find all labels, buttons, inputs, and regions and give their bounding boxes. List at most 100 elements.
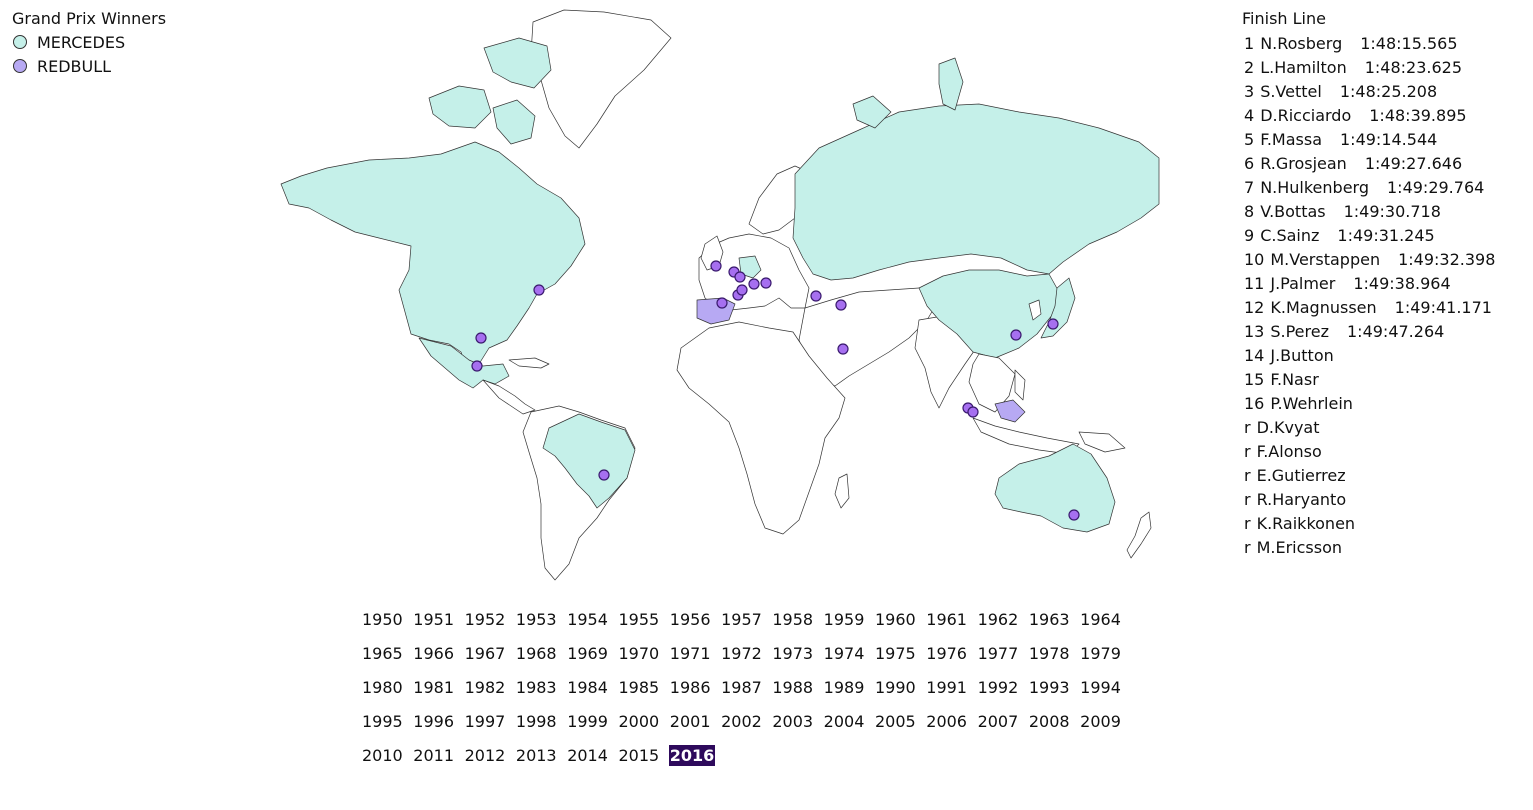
year-option-1997[interactable]: 1997 (464, 708, 515, 742)
country-china[interactable] (918, 269, 1060, 359)
race-marker-china[interactable] (1010, 329, 1022, 341)
country-malaysia-borneo[interactable] (994, 399, 1026, 423)
year-option-1957[interactable]: 1957 (720, 606, 771, 640)
year-option-1998[interactable]: 1998 (515, 708, 566, 742)
year-option-1955[interactable]: 1955 (617, 606, 668, 640)
year-option-2002[interactable]: 2002 (720, 708, 771, 742)
year-option-1994[interactable]: 1994 (1079, 674, 1130, 708)
year-option-1963[interactable]: 1963 (1028, 606, 1079, 640)
year-option-1970[interactable]: 1970 (617, 640, 668, 674)
year-option-1960[interactable]: 1960 (874, 606, 925, 640)
year-option-1951[interactable]: 1951 (412, 606, 463, 640)
year-option-1971[interactable]: 1971 (669, 640, 720, 674)
year-option-1995[interactable]: 1995 (361, 708, 412, 742)
year-option-1962[interactable]: 1962 (977, 606, 1028, 640)
year-option-1979[interactable]: 1979 (1079, 640, 1130, 674)
legend-item-redbull[interactable]: REDBULL (12, 54, 166, 78)
race-marker-spain[interactable] (716, 297, 728, 309)
year-option-1986[interactable]: 1986 (669, 674, 720, 708)
race-marker-brazil[interactable] (598, 469, 610, 481)
legend-item-mercedes[interactable]: MERCEDES (12, 30, 166, 54)
country-philippines[interactable] (1014, 369, 1026, 401)
year-option-1980[interactable]: 1980 (361, 674, 412, 708)
race-marker-uk[interactable] (710, 260, 722, 272)
country-mexico[interactable] (418, 337, 510, 389)
race-marker-bahrain[interactable] (837, 343, 849, 355)
year-option-1953[interactable]: 1953 (515, 606, 566, 640)
country-russia[interactable] (792, 103, 1160, 281)
year-option-2000[interactable]: 2000 (617, 708, 668, 742)
country-canada-islands-3[interactable] (492, 99, 536, 145)
year-option-2015[interactable]: 2015 (617, 742, 668, 776)
race-marker-austria[interactable] (748, 278, 760, 290)
country-spain[interactable] (696, 297, 736, 325)
year-option-1950[interactable]: 1950 (361, 606, 412, 640)
race-marker-usa[interactable] (475, 332, 487, 344)
year-option-1968[interactable]: 1968 (515, 640, 566, 674)
year-option-1956[interactable]: 1956 (669, 606, 720, 640)
year-option-2016[interactable]: 2016 (668, 742, 720, 776)
country-madagascar[interactable] (834, 473, 850, 509)
world-map[interactable] (279, 8, 1161, 588)
race-marker-japan[interactable] (1047, 318, 1059, 330)
year-option-1985[interactable]: 1985 (617, 674, 668, 708)
year-option-2001[interactable]: 2001 (669, 708, 720, 742)
race-marker-canada[interactable] (533, 284, 545, 296)
year-option-1981[interactable]: 1981 (412, 674, 463, 708)
country-russia-islands-2[interactable] (852, 95, 892, 129)
year-option-1967[interactable]: 1967 (464, 640, 515, 674)
country-russia-islands[interactable] (938, 57, 964, 111)
year-option-1954[interactable]: 1954 (566, 606, 617, 640)
year-option-1976[interactable]: 1976 (925, 640, 976, 674)
year-option-2012[interactable]: 2012 (464, 742, 515, 776)
year-option-2010[interactable]: 2010 (361, 742, 412, 776)
year-option-1977[interactable]: 1977 (977, 640, 1028, 674)
year-option-1992[interactable]: 1992 (977, 674, 1028, 708)
year-option-1973[interactable]: 1973 (771, 640, 822, 674)
race-marker-italy[interactable] (736, 284, 748, 296)
year-option-1993[interactable]: 1993 (1028, 674, 1079, 708)
year-option-2003[interactable]: 2003 (771, 708, 822, 742)
year-option-1996[interactable]: 1996 (412, 708, 463, 742)
year-option-1972[interactable]: 1972 (720, 640, 771, 674)
year-option-1959[interactable]: 1959 (823, 606, 874, 640)
country-papua[interactable] (1078, 431, 1126, 453)
race-marker-mexico[interactable] (471, 360, 483, 372)
country-north-america[interactable] (280, 141, 586, 381)
country-caribbean[interactable] (508, 357, 550, 369)
country-central-america[interactable] (482, 379, 536, 415)
year-option-2007[interactable]: 2007 (977, 708, 1028, 742)
year-option-1964[interactable]: 1964 (1079, 606, 1130, 640)
year-option-2004[interactable]: 2004 (823, 708, 874, 742)
year-option-2014[interactable]: 2014 (566, 742, 617, 776)
year-option-2013[interactable]: 2013 (515, 742, 566, 776)
year-option-1984[interactable]: 1984 (566, 674, 617, 708)
year-option-1978[interactable]: 1978 (1028, 640, 1079, 674)
race-marker-russia[interactable] (810, 290, 822, 302)
race-marker-abu-dhabi[interactable] (835, 299, 847, 311)
year-option-1999[interactable]: 1999 (566, 708, 617, 742)
year-option-1983[interactable]: 1983 (515, 674, 566, 708)
race-marker-malaysia[interactable] (967, 406, 979, 418)
country-central-europe[interactable] (738, 255, 762, 279)
race-marker-germany[interactable] (734, 271, 746, 283)
year-option-1961[interactable]: 1961 (925, 606, 976, 640)
country-australia[interactable] (994, 443, 1116, 533)
year-option-1991[interactable]: 1991 (925, 674, 976, 708)
year-option-2011[interactable]: 2011 (412, 742, 463, 776)
year-option-2006[interactable]: 2006 (925, 708, 976, 742)
country-new-zealand[interactable] (1126, 511, 1152, 559)
year-option-1987[interactable]: 1987 (720, 674, 771, 708)
country-korea[interactable] (1028, 299, 1042, 321)
race-marker-melbourne[interactable] (1068, 509, 1080, 521)
year-option-1965[interactable]: 1965 (361, 640, 412, 674)
year-option-1982[interactable]: 1982 (464, 674, 515, 708)
year-option-1974[interactable]: 1974 (823, 640, 874, 674)
year-option-2008[interactable]: 2008 (1028, 708, 1079, 742)
year-option-1990[interactable]: 1990 (874, 674, 925, 708)
year-option-1988[interactable]: 1988 (771, 674, 822, 708)
country-canada-islands[interactable] (483, 37, 552, 89)
country-africa[interactable] (676, 321, 846, 535)
year-option-1969[interactable]: 1969 (566, 640, 617, 674)
year-option-1952[interactable]: 1952 (464, 606, 515, 640)
